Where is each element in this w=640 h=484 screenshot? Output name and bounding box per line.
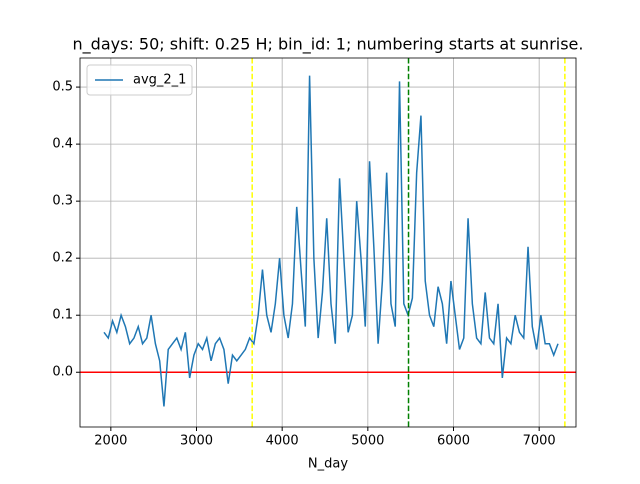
y-tick-label: 0.3 (52, 194, 73, 209)
y-tick-label: 0.2 (52, 251, 73, 266)
y-tick-label: 0.0 (52, 365, 73, 380)
y-tick-label: 0.4 (52, 137, 73, 152)
legend-box (86, 64, 193, 96)
x-tick-label: 2000 (94, 434, 127, 449)
legend-label: avg_2_1 (133, 73, 186, 88)
chart-title: n_days: 50; shift: 0.25 H; bin_id: 1; nu… (73, 35, 584, 55)
x-tick-label: 5000 (351, 434, 384, 449)
y-tick-label: 0.5 (52, 80, 73, 95)
axes-frame (79, 57, 577, 428)
x-tick-label: 4000 (266, 434, 299, 449)
x-tick-label: 3000 (180, 434, 213, 449)
y-tick-label: 0.1 (52, 308, 73, 323)
x-axis-label: N_day (308, 457, 348, 472)
line-series (103, 75, 559, 407)
x-tick-label: 7000 (523, 434, 556, 449)
x-tick-label: 6000 (437, 434, 470, 449)
